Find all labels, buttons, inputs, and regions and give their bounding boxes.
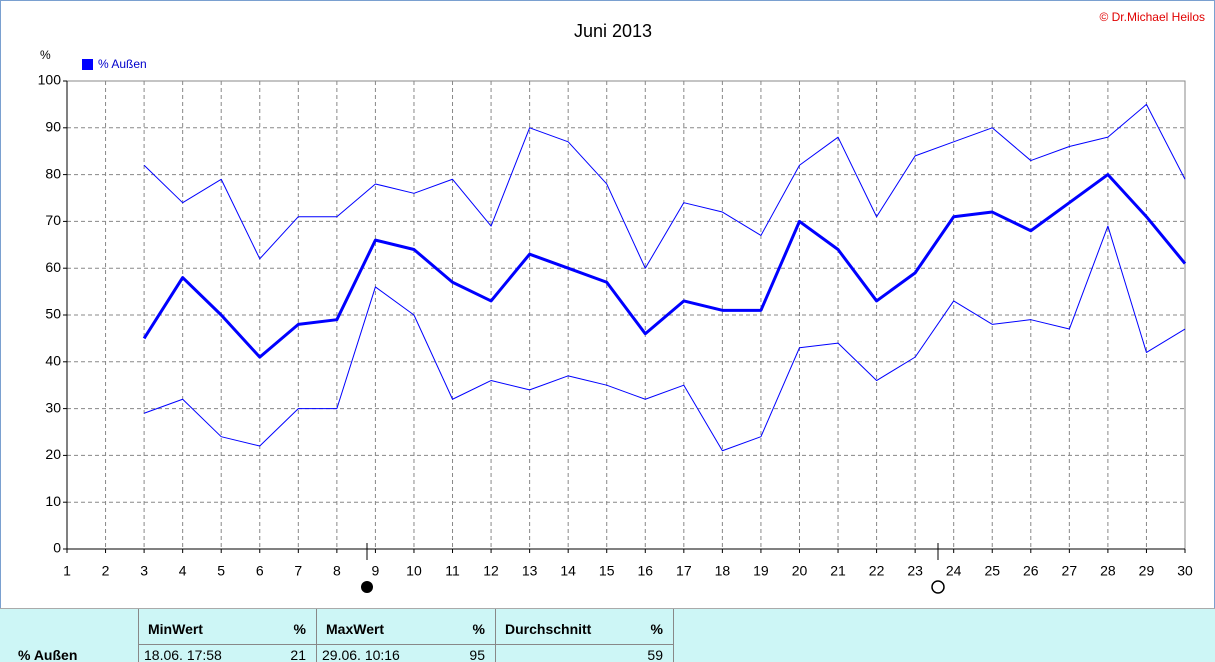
column-unit: % (650, 621, 663, 637)
y-tick-label: 40 (45, 353, 61, 369)
x-tick-label: 2 (102, 563, 110, 579)
x-tick-label: 6 (256, 563, 264, 579)
chart: Juni 2013 © Dr.Michael Heilos % % Außen … (0, 0, 1215, 608)
row-label: % Außen (18, 647, 78, 662)
y-tick-label: 80 (45, 165, 61, 181)
x-tick-label: 30 (1177, 563, 1193, 579)
y-tick-label: 20 (45, 446, 61, 462)
column-header: MaxWert (326, 621, 385, 637)
x-tick-label: 7 (294, 563, 302, 579)
x-tick-label: 25 (984, 563, 1000, 579)
stats-table: % Außen MinWert% 18.06. 17:58 21 MaxWert% 29.… (0, 608, 1215, 662)
column-header: MinWert (148, 621, 203, 637)
y-tick-label: 100 (38, 72, 62, 88)
x-tick-label: 20 (792, 563, 808, 579)
series-line (143, 103, 1186, 269)
x-tick-label: 24 (946, 563, 962, 579)
time-value: 18.06. 17:58 (144, 647, 222, 662)
x-tick-label: 4 (179, 563, 187, 579)
column-unit: % (293, 621, 306, 637)
x-tick-label: 29 (1139, 563, 1155, 579)
series-line (143, 225, 1186, 452)
x-tick-label: 27 (1062, 563, 1078, 579)
copyright: © Dr.Michael Heilos (1099, 10, 1205, 24)
y-axis-label: % (40, 48, 51, 62)
x-tick-label: 19 (753, 563, 769, 579)
time-value: 29.06. 10:16 (322, 647, 400, 662)
legend-swatch (82, 59, 93, 70)
stat-value: 95 (469, 647, 485, 662)
x-tick-label: 1 (63, 563, 71, 579)
separator (495, 609, 496, 662)
x-tick-label: 13 (522, 563, 538, 579)
x-tick-label: 5 (217, 563, 225, 579)
legend-label: % Außen (98, 57, 147, 71)
column-unit: % (472, 621, 485, 637)
x-tick-label: 9 (372, 563, 380, 579)
y-tick-label: 70 (45, 212, 61, 228)
new-moon (931, 580, 945, 594)
x-tick-label: 28 (1100, 563, 1116, 579)
row-divider (138, 644, 673, 645)
y-tick-label: 30 (45, 399, 61, 415)
separator (673, 609, 674, 662)
stat-value: 59 (647, 647, 663, 662)
stat-value: 21 (290, 647, 306, 662)
y-tick-label: 60 (45, 259, 61, 275)
y-tick-label: 10 (45, 493, 61, 509)
chart-title: Juni 2013 (574, 21, 652, 41)
x-tick-label: 21 (830, 563, 846, 579)
x-tick-label: 18 (715, 563, 731, 579)
x-tick-label: 16 (637, 563, 653, 579)
separator (316, 609, 317, 662)
series-line (142, 173, 1187, 359)
column-header: Durchschnitt (505, 621, 592, 637)
x-tick-label: 26 (1023, 563, 1039, 579)
plot-area (66, 80, 1186, 550)
y-tick-label: 90 (45, 119, 61, 135)
y-tick-label: 0 (53, 540, 61, 556)
x-tick-label: 17 (676, 563, 692, 579)
x-tick-label: 8 (333, 563, 341, 579)
separator (138, 609, 139, 662)
x-tick-label: 14 (560, 563, 576, 579)
x-tick-label: 12 (483, 563, 499, 579)
full-moon (361, 581, 373, 593)
y-tick-label: 50 (45, 306, 61, 322)
x-tick-label: 23 (907, 563, 923, 579)
x-tick-label: 22 (869, 563, 885, 579)
x-tick-label: 15 (599, 563, 615, 579)
x-tick-label: 10 (406, 563, 422, 579)
x-tick-label: 11 (445, 563, 460, 579)
x-tick-label: 3 (140, 563, 148, 579)
